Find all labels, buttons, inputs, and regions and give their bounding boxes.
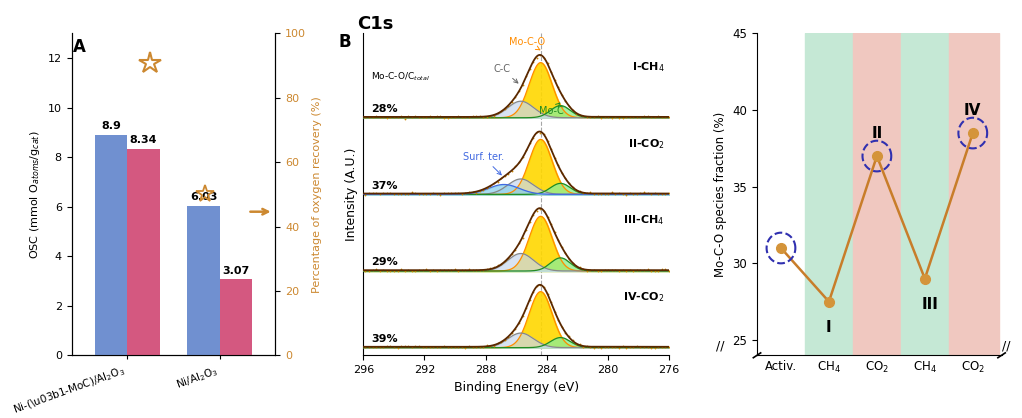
Bar [805,33,853,355]
Text: 3.07: 3.07 [223,265,249,275]
Text: Mo-C: Mo-C [539,103,564,116]
Text: I: I [826,320,832,335]
Text: Mo-C-O: Mo-C-O [509,37,545,50]
Text: //: // [1003,339,1011,352]
Legend: Oxygen release, Oxygen storage: Oxygen release, Oxygen storage [465,38,586,72]
Text: C-C: C-C [494,64,518,83]
Text: IV-CO$_2$: IV-CO$_2$ [623,290,664,304]
Bar [95,135,127,355]
Text: A: A [74,38,86,56]
Y-axis label: Intensity (A.U.): Intensity (A.U.) [344,148,358,241]
Bar [853,33,900,355]
Text: 37%: 37% [371,181,398,191]
Text: Surf. ter.: Surf. ter. [463,152,504,175]
Y-axis label: Percentage of oxygen recovery (%): Percentage of oxygen recovery (%) [312,96,322,293]
Text: 28%: 28% [371,104,398,114]
Text: III: III [921,297,938,312]
Bar [948,33,1000,355]
Text: 29%: 29% [371,257,398,267]
Text: 39%: 39% [371,334,398,344]
Bar [127,149,159,355]
Text: B: B [339,33,352,51]
Y-axis label: OSC (mmol O$_{atoms}$/g$_{cat}$): OSC (mmol O$_{atoms}$/g$_{cat}$) [29,130,42,259]
Y-axis label: Mo-C-O species fraction (%): Mo-C-O species fraction (%) [713,112,727,277]
Bar [187,206,220,355]
Text: 8.34: 8.34 [130,135,157,145]
Text: IV: IV [964,103,981,118]
Text: I-CH$_4$: I-CH$_4$ [632,60,664,74]
Bar [900,33,948,355]
Text: II: II [872,126,883,141]
Text: II-CO$_2$: II-CO$_2$ [628,137,664,151]
Text: C1s: C1s [358,15,393,33]
Text: III-CH$_4$: III-CH$_4$ [623,214,664,227]
Bar [220,279,252,355]
X-axis label: Binding Energy (eV): Binding Energy (eV) [454,380,578,394]
Text: 8.9: 8.9 [101,121,121,131]
Text: Mo-C-O/C$_{total}$: Mo-C-O/C$_{total}$ [371,71,430,83]
Text: 6.03: 6.03 [190,192,218,202]
Text: //: // [716,339,725,352]
